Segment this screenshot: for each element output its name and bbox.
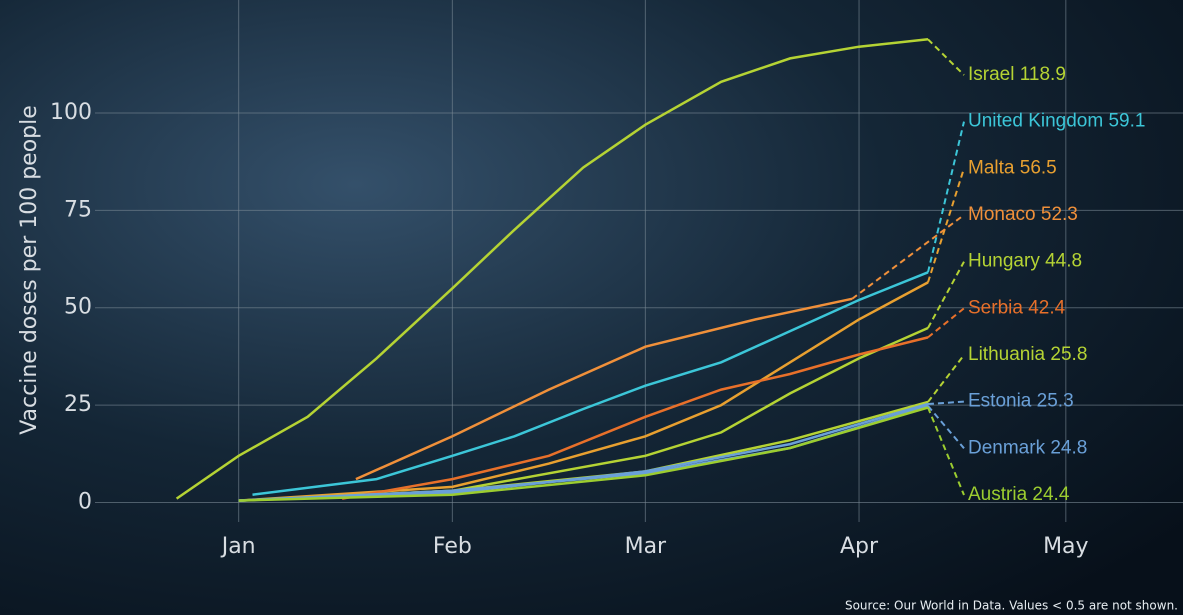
series-last-value: 118.9 [1020, 64, 1066, 85]
label-connector [927, 400, 965, 405]
series-name: Denmark [968, 437, 1046, 458]
series-label: Malta 56.5 [968, 157, 1057, 178]
label-connector [927, 38, 965, 76]
series-label: Denmark 24.8 [968, 437, 1087, 458]
y-axis-label: Vaccine doses per 100 people [17, 105, 42, 435]
series-label: Serbia 42.4 [968, 297, 1066, 318]
series-label: Israel 118.9 [968, 64, 1066, 85]
series-last-value: 56.5 [1020, 157, 1057, 178]
series-name: Austria [968, 484, 1028, 505]
series-last-value: 25.3 [1037, 391, 1074, 412]
series-name: United Kingdom [968, 111, 1103, 132]
y-tick-label: 25 [64, 392, 92, 417]
series-line [355, 297, 853, 481]
label-connector [927, 307, 965, 339]
series-last-value: 24.4 [1032, 484, 1069, 505]
series-label: Lithuania 25.8 [968, 344, 1087, 365]
series-line [252, 271, 929, 496]
y-tick-label: 75 [64, 197, 92, 222]
series-label: Hungary 44.8 [968, 251, 1082, 272]
series-name: Lithuania [968, 344, 1046, 365]
label-connector [927, 407, 965, 496]
label-connector [927, 261, 965, 329]
series-label: Monaco 52.3 [968, 204, 1078, 225]
series-line [341, 336, 929, 500]
label-connector [926, 121, 965, 273]
series-name: Monaco [968, 204, 1036, 225]
source-note: Source: Our World in Data. Values < 0.5 … [845, 599, 1178, 613]
y-tick-label: 100 [50, 100, 92, 125]
series-last-value: 42.4 [1028, 297, 1065, 318]
series-last-value: 52.3 [1041, 204, 1078, 225]
series-label: Estonia 25.3 [968, 391, 1074, 412]
series-name: Hungary [968, 251, 1040, 272]
series-last-value: 44.8 [1045, 251, 1082, 272]
y-tick-label: 50 [64, 295, 92, 320]
label-connector [851, 214, 965, 300]
series-last-value: 59.1 [1108, 111, 1145, 132]
x-tick-label: Feb [433, 534, 472, 559]
x-tick-label: Mar [625, 534, 667, 559]
series-line [238, 281, 929, 502]
x-tick-label: May [1043, 534, 1088, 559]
series-name: Israel [968, 64, 1014, 85]
x-tick-label: Jan [220, 534, 256, 559]
series-line [238, 406, 929, 502]
y-tick-label: 0 [78, 490, 92, 515]
series-last-value: 25.8 [1050, 344, 1087, 365]
x-tick-label: Apr [840, 534, 879, 559]
series-name: Estonia [968, 391, 1032, 412]
series-line [238, 402, 929, 502]
series-name: Serbia [968, 297, 1023, 318]
series-last-value: 24.8 [1050, 437, 1087, 458]
series-label: United Kingdom 59.1 [968, 111, 1145, 132]
series-name: Malta [968, 157, 1015, 178]
series-line [175, 38, 929, 500]
series-label: Austria 24.4 [968, 484, 1070, 505]
